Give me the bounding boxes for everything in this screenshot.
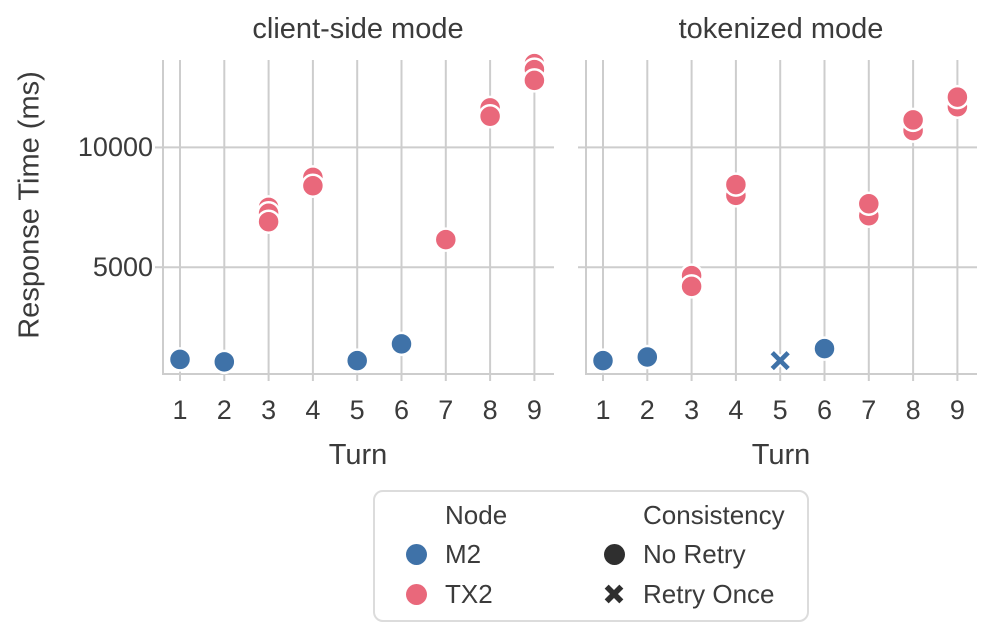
x-tick-label: 9 — [527, 395, 542, 425]
data-point — [945, 84, 970, 110]
x-marker-shape — [604, 584, 624, 604]
data-point — [679, 274, 704, 299]
x-tick-label: 4 — [728, 395, 743, 425]
legend: Node M2 TX2 Consistency — [373, 490, 809, 622]
legend-consistency-header-row: Consistency — [591, 496, 785, 534]
legend-item-m2: M2 — [393, 534, 591, 574]
legend-item-no-retry: No Retry — [591, 534, 785, 574]
m2-circle-icon — [405, 543, 427, 565]
m2-swatch-cell — [393, 543, 439, 565]
data-point — [812, 336, 837, 361]
x-axis-label: Turn — [752, 439, 811, 471]
x-tick-label: 1 — [595, 395, 610, 425]
legend-node-header-row: Node — [393, 496, 591, 534]
legend-node-title: Node — [445, 499, 508, 530]
legend-item-tx2: TX2 — [393, 574, 591, 614]
x-tick-label: 2 — [217, 395, 232, 425]
x-tick-label: 4 — [305, 395, 320, 425]
panel-tokenized-mode: tokenized mode 1 2 3 4 5 6 7 8 9 Turn — [578, 13, 977, 471]
x-tick-label: 8 — [906, 395, 921, 425]
x-tick-label: 9 — [950, 395, 965, 425]
x-tick-label: 5 — [773, 395, 788, 425]
scatter-plot-client-side: 1 2 3 4 5 6 7 8 9 Turn — [155, 51, 554, 471]
data-point — [389, 331, 414, 357]
tx2-circle-icon — [405, 583, 427, 605]
legend-item-label: M2 — [445, 538, 482, 569]
y-tick-label: 5000 — [92, 252, 153, 283]
tx2-swatch-cell — [393, 583, 439, 605]
data-point — [723, 172, 749, 197]
x-tick-label: 8 — [483, 395, 498, 425]
y-axis-label: Response Time (ms) — [13, 71, 46, 339]
retry-once-swatch-cell — [591, 582, 637, 606]
data-point — [635, 344, 660, 370]
no-retry-circle-icon — [603, 543, 625, 565]
data-point-retry-once — [767, 348, 793, 374]
x-tick-label: 3 — [261, 395, 276, 425]
legend-consistency-column: Consistency No Retry Retry Once — [591, 496, 785, 620]
legend-item-label: TX2 — [445, 578, 493, 609]
data-point — [900, 107, 926, 133]
x-axis-label: Turn — [329, 439, 388, 471]
legend-item-label: No Retry — [643, 538, 746, 569]
x-tick-label: 3 — [684, 395, 699, 425]
data-point — [256, 209, 281, 234]
x-tick-label: 5 — [350, 395, 365, 425]
panel-title: client-side mode — [252, 13, 464, 45]
data-point — [477, 104, 503, 129]
retry-once-x-icon — [604, 584, 624, 604]
data-point — [433, 227, 459, 252]
legend-item-retry-once: Retry Once — [591, 574, 785, 614]
x-tick-label: 1 — [172, 395, 187, 425]
panel-client-side-mode: client-side mode 1 2 3 4 5 6 7 8 9 Turn — [155, 13, 554, 471]
panel-title: tokenized mode — [678, 13, 884, 45]
data-point — [212, 349, 237, 375]
legend-consistency-title: Consistency — [643, 499, 785, 530]
data-point — [167, 347, 193, 372]
data-point — [590, 348, 616, 373]
data-point — [522, 68, 547, 93]
x-tick-label: 2 — [640, 395, 655, 425]
data-point — [856, 191, 882, 216]
y-tick-label: 10000 — [77, 132, 153, 163]
x-tick-label: 6 — [817, 395, 832, 425]
no-retry-swatch-cell — [591, 543, 637, 565]
x-tick-label: 6 — [394, 395, 409, 425]
legend-item-label: Retry Once — [643, 578, 775, 609]
scatter-plot-tokenized: 1 2 3 4 5 6 7 8 9 Turn — [578, 60, 977, 471]
x-tick-label: 7 — [861, 395, 876, 425]
data-point — [300, 173, 326, 199]
legend-node-column: Node M2 TX2 — [393, 496, 591, 620]
data-point — [344, 348, 370, 373]
x-tick-label: 7 — [438, 395, 453, 425]
